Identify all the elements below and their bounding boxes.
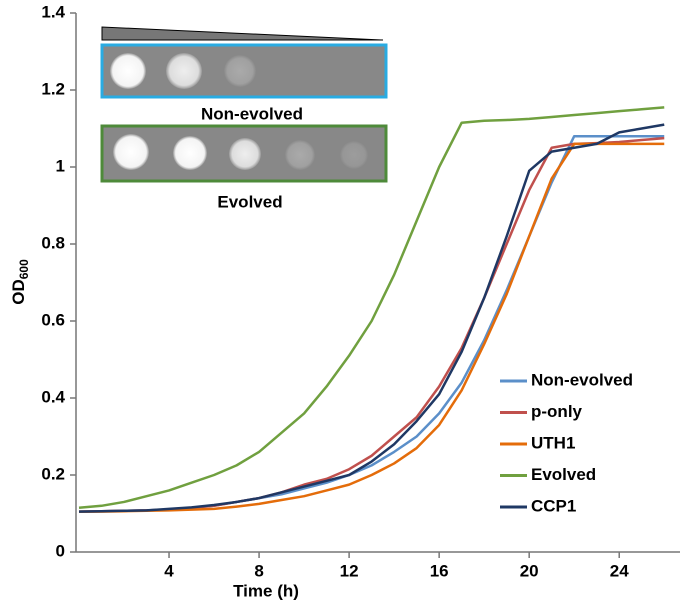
x-tick-label: 16 [430, 561, 449, 580]
inset-label: Non-evolved [201, 104, 303, 123]
series-line [78, 106, 665, 509]
spot [173, 136, 207, 170]
series-line [78, 136, 665, 513]
y-tick-label: 0.2 [41, 464, 65, 483]
x-tick-label: 12 [340, 561, 359, 580]
y-tick-label: 1.4 [41, 2, 65, 21]
spot [285, 140, 315, 170]
y-tick-label: 1 [56, 156, 65, 175]
y-tick-label: 0.4 [41, 387, 65, 406]
y-axis-title-main: OD [9, 279, 28, 305]
legend-label: Non-evolved [531, 370, 633, 389]
series-line [79, 142, 665, 513]
x-tick-label: 8 [254, 561, 263, 580]
y-tick-label: 0.6 [41, 310, 65, 329]
inset: Non-evolved Evolved [100, 26, 388, 211]
spot [224, 55, 256, 87]
y-tick-label: 1.2 [41, 79, 65, 98]
legend-label: p-only [531, 402, 583, 421]
spot [113, 134, 149, 170]
x-axis-title: Time (h) [233, 581, 299, 600]
x-tick-label: 24 [610, 561, 629, 580]
inset-label: Evolved [217, 192, 282, 211]
spot [110, 53, 146, 89]
spot [166, 53, 202, 89]
series-line [78, 123, 665, 513]
x-tick-label: 20 [520, 561, 539, 580]
legend-label: UTH1 [531, 433, 575, 452]
spot [340, 141, 368, 169]
y-axis-title-sub: 600 [17, 259, 31, 279]
spot [229, 138, 261, 170]
y-tick-label: 0 [56, 541, 65, 560]
legend-label: Evolved [531, 465, 596, 484]
legend-label: CCP1 [531, 496, 576, 515]
x-tick-label: 4 [164, 561, 174, 580]
dilution-wedge [101, 26, 384, 41]
y-axis-title: OD600 [9, 259, 31, 305]
y-tick-label: 0.8 [41, 233, 65, 252]
